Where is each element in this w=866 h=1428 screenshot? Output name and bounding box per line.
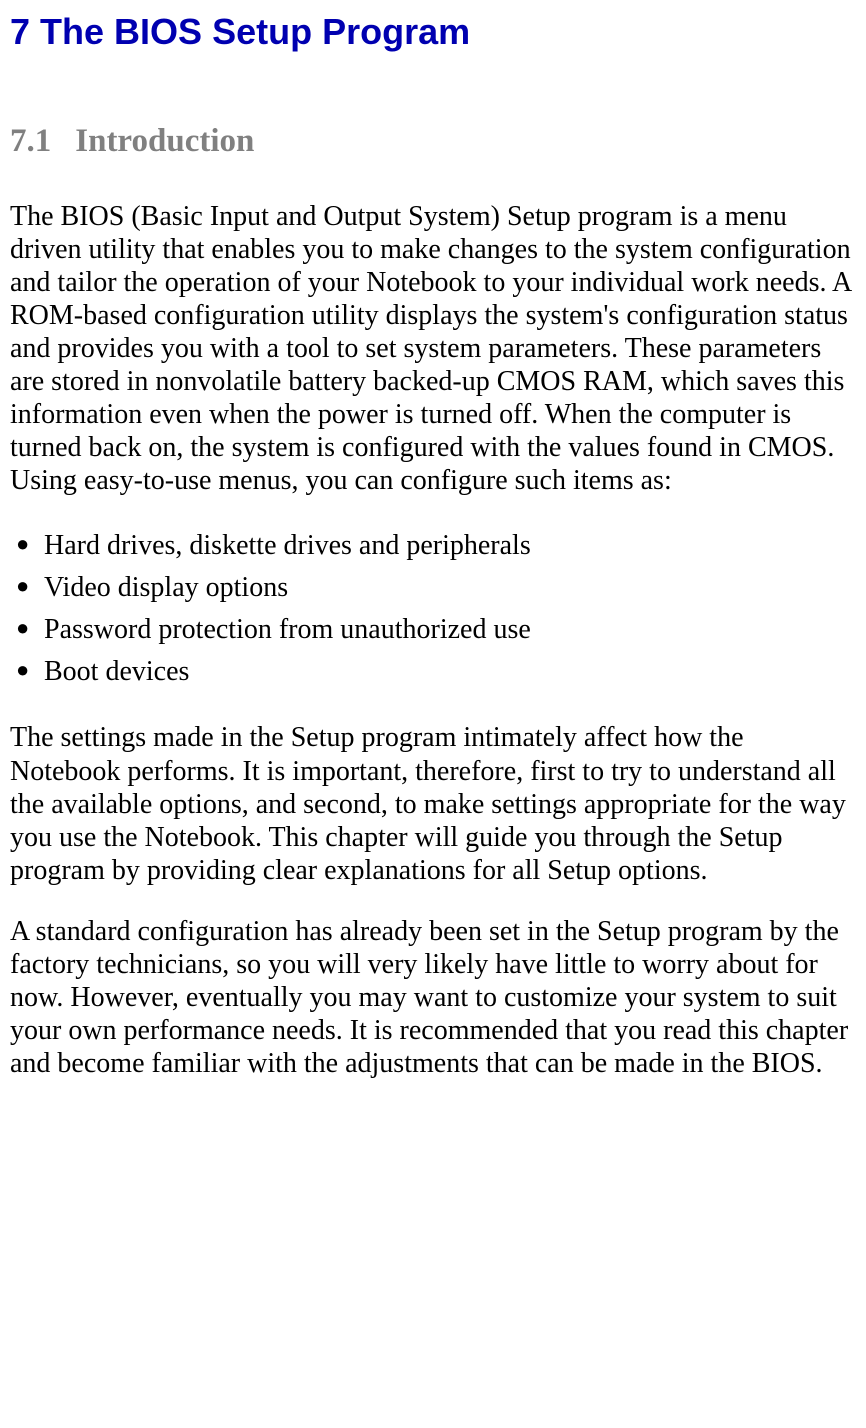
section-number: 7.1 [10, 123, 51, 159]
intro-paragraph-2: The settings made in the Setup program i… [10, 721, 856, 886]
chapter-title: 7 The BIOS Setup Program [10, 10, 856, 53]
config-items-list: Hard drives, diskette drives and periphe… [10, 525, 856, 693]
intro-paragraph-3: A standard configuration has already bee… [10, 915, 856, 1080]
list-item: Boot devices [10, 651, 856, 693]
chapter-number: 7 [10, 11, 30, 52]
intro-paragraph-1: The BIOS (Basic Input and Output System)… [10, 200, 856, 497]
chapter-title-text: The BIOS Setup Program [40, 11, 470, 52]
section-title-text: Introduction [75, 123, 254, 159]
section-title: 7.1 Introduction [10, 123, 856, 160]
list-item: Video display options [10, 567, 856, 609]
document-page: 7 The BIOS Setup Program 7.1 Introduction… [0, 0, 866, 1118]
list-item: Password protection from unauthorized us… [10, 609, 856, 651]
list-item: Hard drives, diskette drives and periphe… [10, 525, 856, 567]
